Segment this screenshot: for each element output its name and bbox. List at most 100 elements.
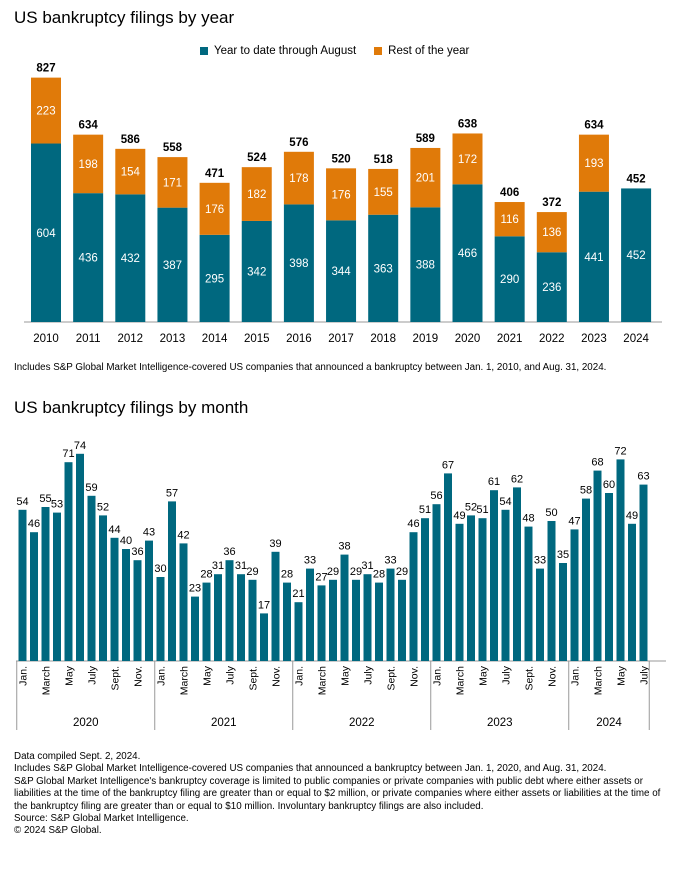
bar-month-37 [444, 473, 452, 661]
data-label-rest-2012: 154 [121, 167, 141, 179]
x-tick-label-2014: 2014 [202, 333, 228, 345]
data-label-month-47: 35 [557, 549, 569, 561]
bar-ytd-2018 [368, 214, 399, 322]
bar-month-39 [467, 515, 475, 661]
bar-month-35 [421, 518, 429, 661]
x-tick-label-month-40: May [478, 665, 490, 686]
x-tick-label-month-12: Jan. [156, 666, 168, 686]
data-label-rest-2019: 201 [416, 173, 435, 185]
bar-month-47 [559, 563, 567, 661]
chart1-note: Includes S&P Global Market Intelligence-… [14, 362, 607, 373]
bar-month-42 [501, 509, 510, 661]
data-label-month-20: 29 [246, 566, 258, 578]
chart1-title: US bankruptcy filings by year [14, 8, 235, 27]
x-tick-label-2011: 2011 [76, 333, 101, 345]
bar-month-15 [191, 596, 199, 661]
data-label-ytd-2021: 290 [500, 274, 519, 286]
total-label-2011: 634 [79, 120, 99, 132]
bar-month-30 [363, 574, 372, 661]
footer-line-copyright: © 2024 S&P Global. [14, 825, 102, 837]
x-tick-label-month-14: March [179, 666, 191, 695]
bar-month-5 [76, 453, 84, 661]
data-label-month-33: 29 [396, 566, 408, 578]
chart1-legend: Year to date through August Rest of the … [200, 45, 469, 57]
legend-label-ytd: Year to date through August [214, 45, 357, 57]
bar-month-32 [386, 568, 395, 661]
bar-rest-2022 [536, 212, 567, 253]
year-label-2022: 2022 [349, 717, 375, 729]
data-label-rest-2016: 178 [289, 173, 308, 185]
bar-rest-2011 [73, 134, 104, 194]
data-label-rest-2023: 193 [584, 158, 603, 170]
bar-ytd-2017 [326, 220, 357, 322]
x-tick-label-month-46: Nov. [547, 666, 559, 687]
bar-month-53 [628, 523, 636, 661]
data-label-month-46: 50 [545, 507, 557, 519]
data-label-month-6: 59 [85, 482, 97, 494]
monthly-bar-chart: 54 Jan. 46 55 March 53 71 May 74 59 July 52 44 Sept. 4… [16, 440, 666, 730]
total-label-2013: 558 [163, 142, 183, 154]
bar-ytd-2023 [578, 191, 609, 322]
footer-line-source: Source: S&P Global Market Intelligence. [14, 813, 189, 825]
x-tick-label-2017: 2017 [328, 333, 354, 345]
bar-month-8 [110, 537, 119, 661]
year-label-2021: 2021 [211, 717, 237, 729]
x-tick-label-month-50: March [593, 666, 605, 695]
x-tick-label-month-42: July [501, 665, 513, 684]
data-label-month-35: 51 [419, 504, 431, 516]
total-label-2020: 638 [458, 118, 478, 130]
data-label-rest-2011: 198 [79, 159, 98, 171]
data-label-month-19: 31 [235, 560, 247, 572]
data-label-month-30: 31 [361, 560, 373, 572]
x-tick-label-month-36: Jan. [432, 666, 444, 686]
footer-line-includes: Includes S&P Global Market Intelligence-… [14, 763, 607, 775]
x-tick-label-month-6: July [87, 665, 99, 684]
bar-ytd-2014 [199, 234, 230, 322]
data-label-month-27: 29 [327, 566, 339, 578]
footer-line-coverage: S&P Global Market Intelligence's bankrup… [14, 775, 661, 812]
bar-month-18 [225, 560, 234, 661]
bar-month-33 [398, 579, 406, 661]
bar-month-51 [605, 493, 613, 661]
x-tick-label-month-26: March [317, 666, 329, 695]
year-label-2023: 2023 [487, 717, 513, 729]
data-label-rest-2013: 171 [163, 177, 182, 189]
legend-swatch-rest [374, 47, 383, 55]
data-label-month-54: 63 [637, 471, 649, 483]
bar-ytd-2024 [621, 188, 652, 322]
bar-ytd-2010 [31, 143, 61, 322]
bar-month-31 [375, 582, 383, 661]
x-tick-label-2018: 2018 [370, 333, 396, 345]
data-label-month-22: 39 [269, 538, 281, 550]
bar-month-44 [524, 526, 533, 661]
data-label-month-9: 40 [120, 535, 132, 547]
bar-rest-2013 [157, 157, 188, 208]
legend-item-ytd: Year to date through August [200, 45, 356, 57]
yearly-bar-chart: 6042238272010436198634201143215458620123… [24, 63, 662, 345]
bar-rest-2010 [31, 77, 61, 144]
data-label-month-34: 46 [407, 518, 419, 530]
bar-month-9 [122, 549, 130, 661]
x-tick-label-month-0: Jan. [18, 666, 30, 686]
total-label-2021: 406 [500, 187, 519, 199]
bar-month-26 [317, 585, 326, 661]
x-tick-label-month-28: May [340, 665, 352, 686]
data-label-rest-2022: 136 [542, 227, 561, 239]
data-label-rest-2021: 116 [500, 214, 518, 226]
x-tick-label-2010: 2010 [33, 333, 59, 345]
bar-ytd-2019 [410, 207, 441, 322]
year-label-2024: 2024 [596, 717, 622, 729]
bar-rest-2023 [578, 134, 609, 192]
bar-month-13 [168, 501, 176, 661]
data-label-month-37: 67 [442, 459, 454, 471]
bar-month-23 [283, 582, 291, 661]
x-tick-label-month-10: Nov. [133, 666, 145, 687]
data-label-ytd-2020: 466 [458, 248, 477, 260]
bar-ytd-2020 [452, 184, 483, 322]
data-label-rest-2020: 172 [458, 154, 477, 166]
bar-month-50 [593, 470, 602, 661]
bar-month-0 [18, 509, 27, 661]
x-tick-label-2023: 2023 [581, 333, 607, 345]
x-tick-label-month-22: Nov. [271, 666, 283, 687]
x-tick-label-month-18: July [225, 665, 237, 684]
